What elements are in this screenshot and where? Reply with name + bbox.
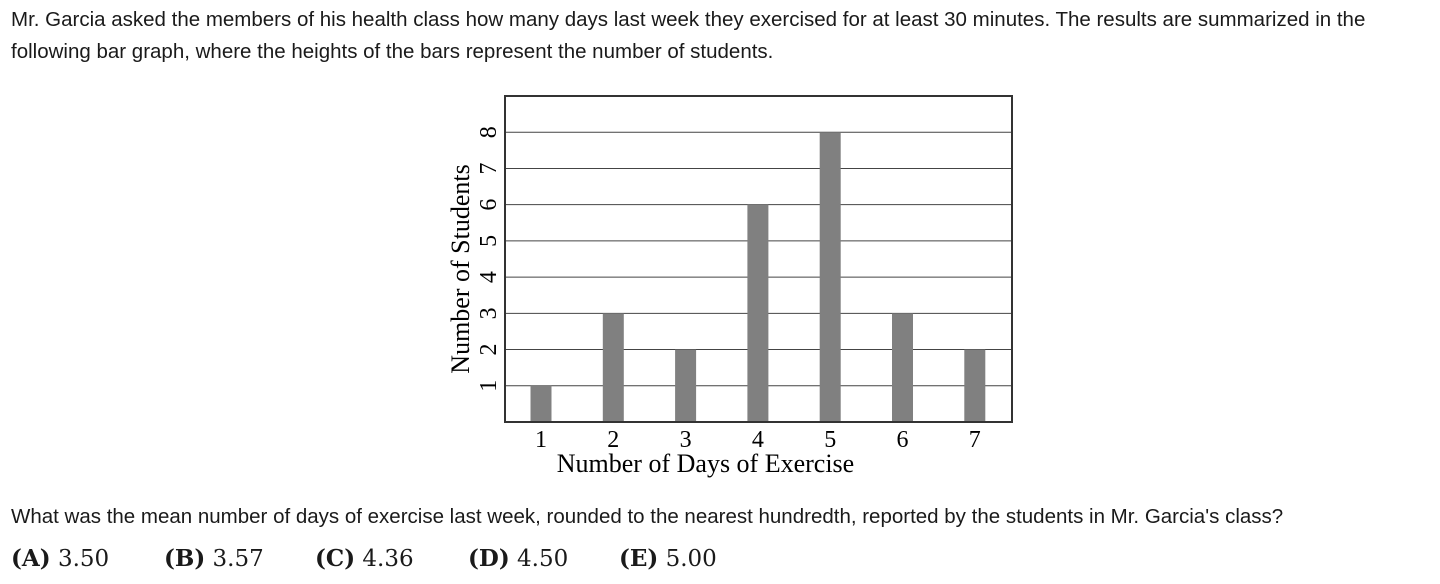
bars xyxy=(530,132,986,422)
choice-d[interactable]: (D) 4.50 xyxy=(468,542,619,576)
x-axis-label: Number of Days of Exercise xyxy=(557,449,854,478)
choice-a-value: 3.50 xyxy=(57,546,110,572)
y-tick-labels: 1 2 3 4 5 6 7 8 xyxy=(476,126,502,392)
y-tick-label: 4 xyxy=(476,271,502,283)
bar-5 xyxy=(819,132,841,422)
choice-b-value: 3.57 xyxy=(212,546,264,572)
question-text: What was the mean number of days of exer… xyxy=(11,505,1284,528)
y-axis-label: Number of Students xyxy=(446,164,475,373)
choice-d-letter: (D) xyxy=(468,545,510,572)
choice-c-letter: (C) xyxy=(315,545,356,572)
y-tick-label: 5 xyxy=(476,235,502,247)
x-tick-labels: 1 2 3 4 5 6 7 xyxy=(535,427,981,453)
x-tick-label: 3 xyxy=(680,427,692,453)
x-tick-label: 5 xyxy=(824,427,836,453)
choice-a[interactable]: (A) 3.50 xyxy=(11,542,164,576)
x-tick-label: 7 xyxy=(969,427,981,453)
x-tick-label: 1 xyxy=(535,427,547,453)
x-tick-label: 4 xyxy=(752,427,764,453)
y-tick-label: 2 xyxy=(476,344,502,356)
y-tick-label: 3 xyxy=(476,307,502,319)
choice-a-letter: (A) xyxy=(11,545,51,572)
x-tick-label: 6 xyxy=(897,427,909,453)
problem-intro: Mr. Garcia asked the members of his heal… xyxy=(11,8,1366,63)
bar-4 xyxy=(747,204,769,422)
choice-e[interactable]: (E) 5.00 xyxy=(619,542,717,576)
choice-c-value: 4.36 xyxy=(362,546,414,572)
y-tick-label: 1 xyxy=(476,380,502,392)
bar-3 xyxy=(675,349,697,422)
bar-6 xyxy=(892,313,913,422)
bar-7 xyxy=(964,349,986,422)
choice-e-value: 5.00 xyxy=(665,546,717,572)
answer-choices: (A) 3.50 (B) 3.57 (C) 4.36 (D) 4.50 (E) … xyxy=(11,542,717,576)
y-tick-label: 8 xyxy=(476,126,502,138)
bar-chart-svg: 1 2 3 4 5 6 7 8 1 2 3 4 5 6 7 Number of Students Numb… xyxy=(446,95,1013,478)
choice-c[interactable]: (C) 4.36 xyxy=(315,542,468,576)
x-tick-label: 2 xyxy=(607,427,619,453)
choice-b[interactable]: (B) 3.57 xyxy=(164,542,315,576)
bar-1 xyxy=(530,385,552,422)
bar-2 xyxy=(602,313,624,422)
choice-b-letter: (B) xyxy=(164,545,206,572)
y-tick-label: 6 xyxy=(476,199,502,211)
y-tick-label: 7 xyxy=(476,162,502,174)
bar-chart: 1 2 3 4 5 6 7 8 1 2 3 4 5 6 7 Number of Students Numb… xyxy=(440,88,1040,493)
choice-e-letter: (E) xyxy=(619,545,659,572)
plot-frame xyxy=(504,95,1013,423)
choice-d-value: 4.50 xyxy=(517,546,569,572)
